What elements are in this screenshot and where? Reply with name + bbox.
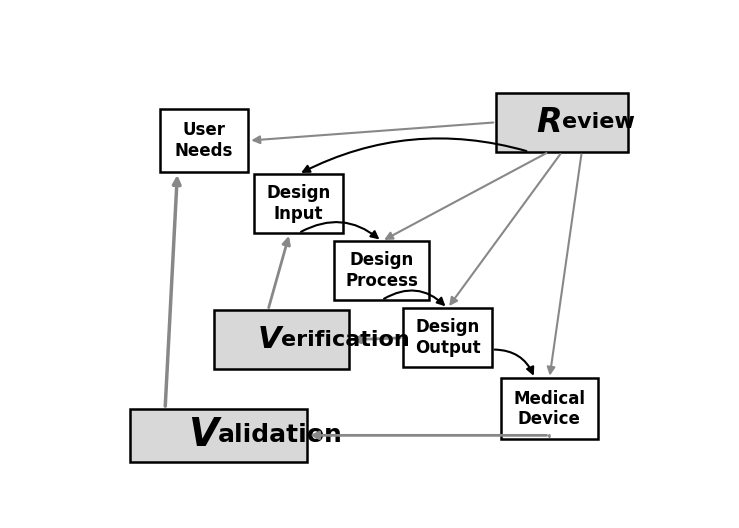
FancyArrowPatch shape [301,222,378,238]
FancyArrowPatch shape [384,290,444,305]
Text: V: V [258,325,282,354]
Text: erification: erification [282,330,410,350]
Text: Medical
Device: Medical Device [514,390,585,428]
Text: R: R [537,106,562,139]
FancyArrowPatch shape [303,138,526,172]
Text: Design
Output: Design Output [415,318,480,357]
Text: V: V [188,417,219,455]
FancyBboxPatch shape [160,109,248,172]
Text: eview: eview [562,112,635,133]
FancyBboxPatch shape [403,308,492,367]
FancyArrowPatch shape [269,239,290,308]
FancyArrowPatch shape [494,350,534,374]
FancyArrowPatch shape [355,336,401,343]
FancyBboxPatch shape [254,174,343,233]
Text: Design
Process: Design Process [345,251,418,290]
Text: alidation: alidation [219,423,343,447]
FancyArrowPatch shape [548,155,582,373]
Text: Design
Input: Design Input [267,184,330,223]
FancyBboxPatch shape [496,93,628,152]
FancyArrowPatch shape [253,122,494,143]
FancyBboxPatch shape [129,409,307,462]
FancyArrowPatch shape [166,179,180,406]
FancyArrowPatch shape [386,153,546,239]
FancyBboxPatch shape [214,310,349,369]
FancyArrowPatch shape [451,154,560,304]
Text: User
Needs: User Needs [175,121,234,160]
FancyBboxPatch shape [501,379,598,439]
FancyBboxPatch shape [334,241,429,300]
